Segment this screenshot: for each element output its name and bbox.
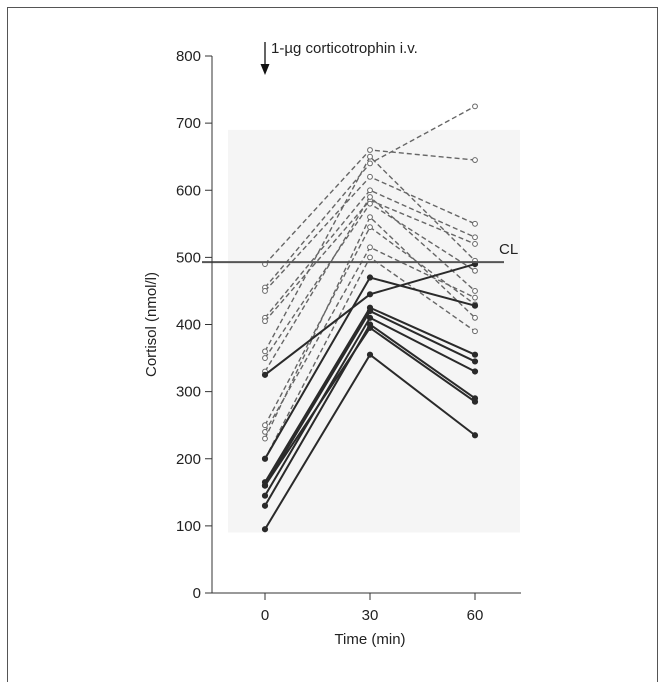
series-line xyxy=(264,215,476,439)
data-point xyxy=(261,492,269,499)
data-point xyxy=(366,314,374,321)
data-point xyxy=(472,314,478,321)
y-tick-label: 400 xyxy=(176,317,201,334)
data-point xyxy=(262,288,268,294)
series-line xyxy=(264,189,476,319)
data-point xyxy=(471,432,479,439)
x-tick-label: 0 xyxy=(261,607,269,624)
normal-series-0 xyxy=(262,147,478,267)
annotation-text: 1-µg corticotrophin i.v. xyxy=(271,40,418,57)
data-point xyxy=(367,194,373,200)
normal-series-6 xyxy=(262,200,478,361)
y-tick-label: 700 xyxy=(176,115,201,132)
normal-series-10 xyxy=(262,214,478,442)
arrow-head-icon xyxy=(260,64,270,75)
y-axis: 0 100 200 300 400 500 600 700 800 xyxy=(176,48,213,602)
data-point xyxy=(472,328,478,335)
data-point xyxy=(472,267,478,274)
y-tick-label: 800 xyxy=(176,48,201,65)
y-tick-label: 300 xyxy=(176,384,201,401)
data-point xyxy=(472,103,478,110)
data-point xyxy=(262,348,268,355)
data-point xyxy=(262,429,268,435)
data-point xyxy=(367,187,373,194)
data-point xyxy=(367,224,373,231)
data-point xyxy=(471,368,479,375)
data-point xyxy=(472,288,478,294)
data-point xyxy=(366,291,374,298)
data-point xyxy=(367,160,373,167)
data-point xyxy=(262,355,268,361)
subnormal-series-1 xyxy=(261,274,479,462)
data-point xyxy=(261,482,269,489)
y-tick-label: 500 xyxy=(176,249,201,266)
subnormal-series-7 xyxy=(261,351,479,533)
y-tick-label: 0 xyxy=(193,585,201,602)
series-line xyxy=(264,155,476,352)
data-point xyxy=(261,502,269,509)
injection-annotation: 1-µg corticotrophin i.v. xyxy=(260,40,418,75)
data-point xyxy=(367,153,373,160)
data-point xyxy=(366,351,374,358)
data-point xyxy=(367,244,373,251)
data-point xyxy=(367,173,373,180)
figure-frame xyxy=(7,7,658,682)
data-point xyxy=(472,234,478,241)
data-point xyxy=(366,324,374,331)
normal-series-2 xyxy=(262,173,478,294)
x-tick-label: 60 xyxy=(467,607,484,624)
data-point xyxy=(471,302,479,309)
x-axis: 0 30 60 xyxy=(212,592,521,624)
data-point xyxy=(472,220,478,227)
data-point xyxy=(262,422,268,429)
x-tick-label: 30 xyxy=(362,607,379,624)
data-point xyxy=(366,307,374,315)
data-point xyxy=(471,358,479,365)
data-point xyxy=(367,254,373,261)
data-point xyxy=(471,351,479,358)
x-axis-label: Time (min) xyxy=(334,631,405,648)
data-point xyxy=(261,371,269,378)
data-point xyxy=(366,274,374,281)
data-point xyxy=(262,318,268,325)
data-point xyxy=(471,398,479,405)
cl-label: CL xyxy=(499,241,518,258)
subnormal-series-4 xyxy=(261,314,479,499)
subnormal-series-6 xyxy=(261,324,479,489)
data-point xyxy=(472,241,478,247)
y-axis-label: Cortisol (nmol/l) xyxy=(143,272,160,377)
y-tick-label: 600 xyxy=(176,182,201,199)
series-layer xyxy=(261,103,479,533)
data-point xyxy=(367,200,373,207)
y-tick-label: 200 xyxy=(176,451,201,468)
y-tick-label: 100 xyxy=(176,518,201,535)
data-point xyxy=(261,455,269,462)
data-point xyxy=(367,147,373,153)
data-point xyxy=(261,526,269,533)
data-point xyxy=(262,435,268,442)
data-point xyxy=(367,214,373,221)
normal-series-9 xyxy=(262,244,478,435)
data-point xyxy=(472,294,478,301)
data-point xyxy=(472,157,478,163)
